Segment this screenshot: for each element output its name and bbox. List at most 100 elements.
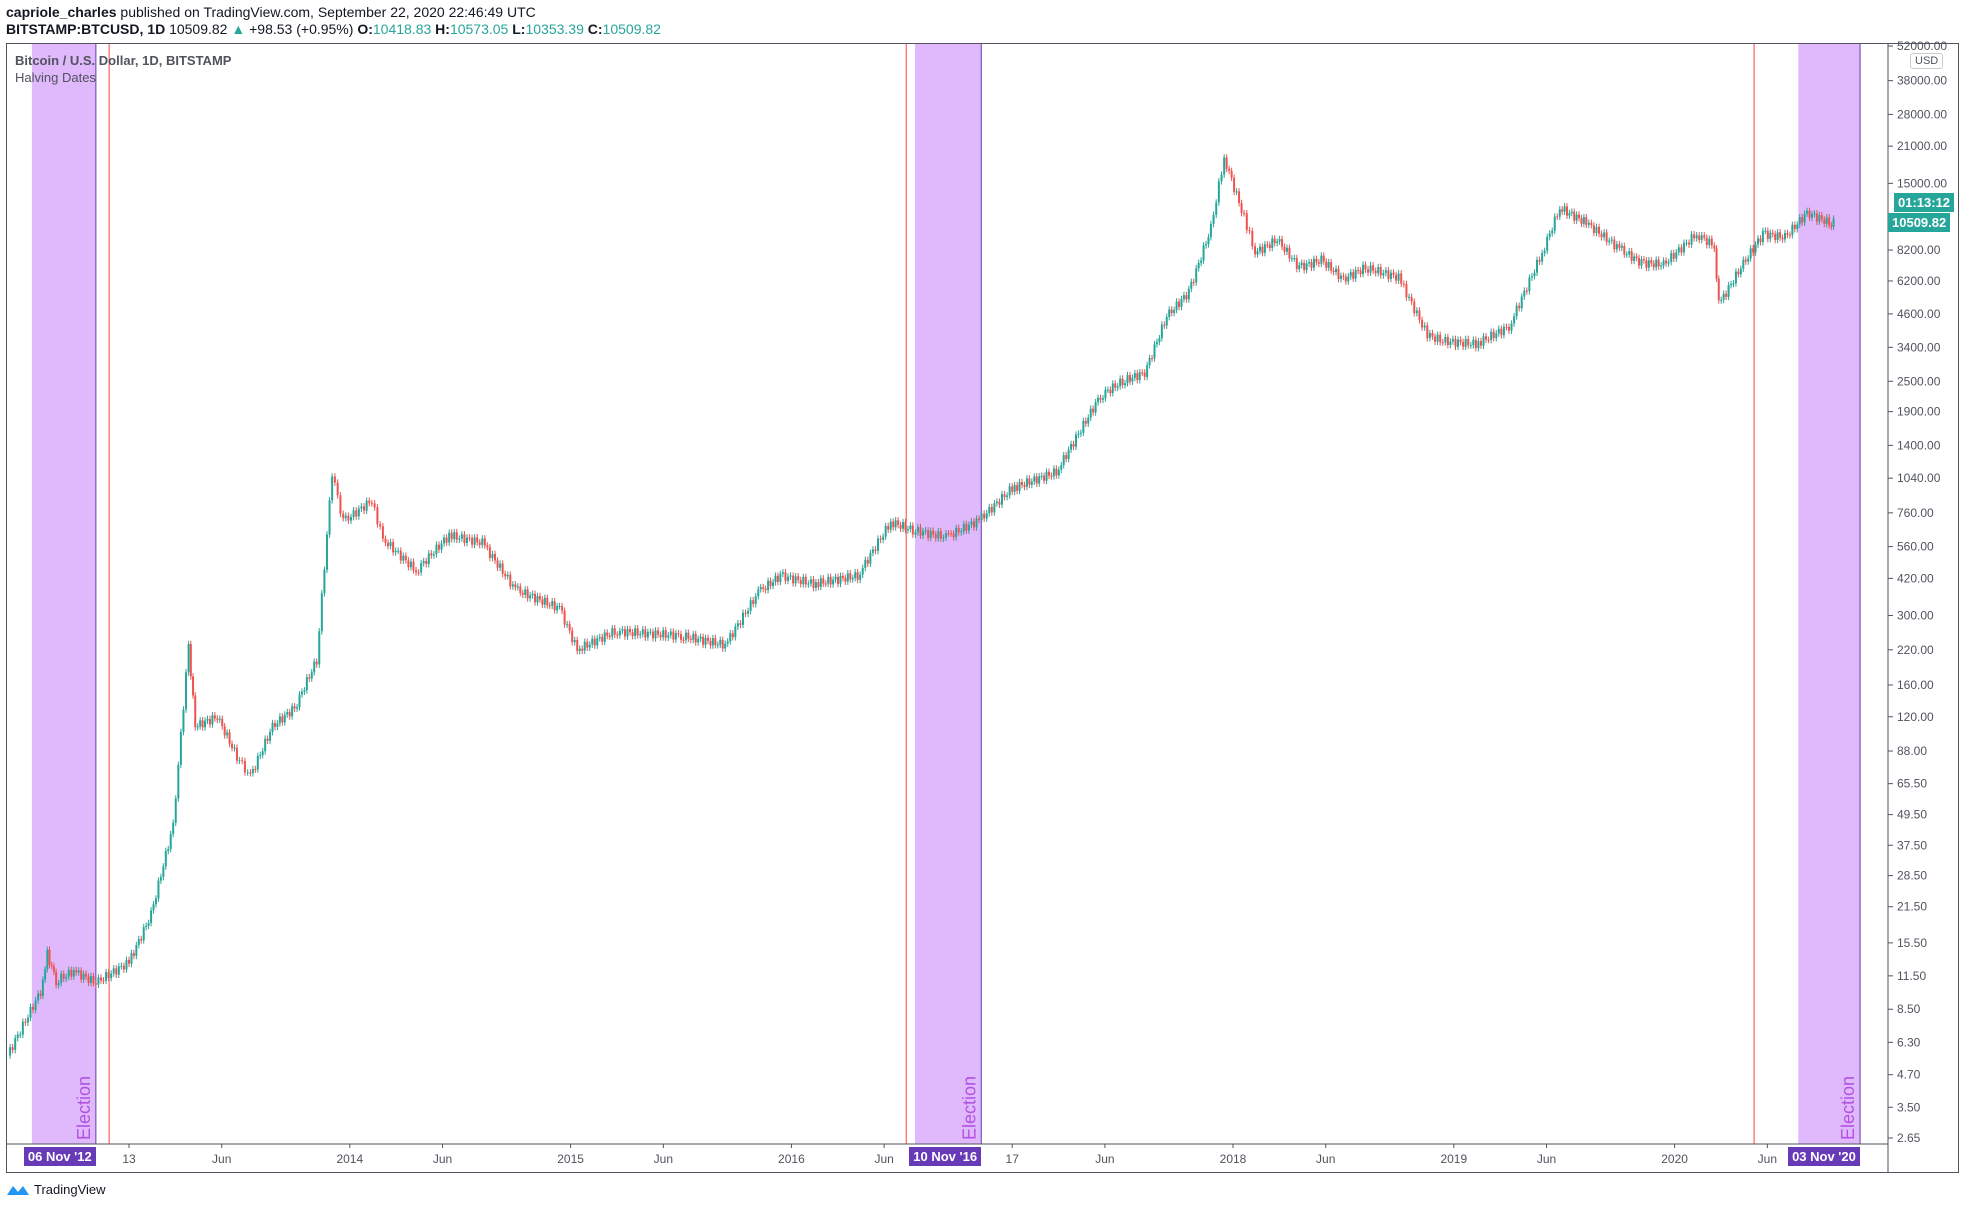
candle-body <box>524 589 527 595</box>
candle-body <box>1223 157 1226 175</box>
candle-body <box>1710 238 1713 246</box>
candle-body <box>995 501 998 504</box>
candle-body <box>1121 378 1124 386</box>
candle-body <box>249 772 252 774</box>
candle-body <box>1369 265 1372 273</box>
price-tick-label: 560.00 <box>1897 540 1934 554</box>
candle-body <box>1043 475 1046 481</box>
candle-body <box>1364 264 1367 270</box>
candle-body <box>1185 295 1188 300</box>
currency-button[interactable]: USD <box>1910 53 1944 69</box>
candle-body <box>1487 339 1490 341</box>
candle-body <box>1436 334 1439 342</box>
candle-body <box>861 567 864 575</box>
candle-body <box>601 636 604 642</box>
candle-body <box>1608 240 1611 243</box>
candle-body <box>1541 253 1544 262</box>
candle-body <box>226 732 229 736</box>
candle-body <box>1625 254 1628 256</box>
candle-body <box>1106 389 1109 391</box>
candle-body <box>1610 239 1613 241</box>
candle-body <box>1359 270 1362 274</box>
candle-body <box>177 764 180 799</box>
candle-body <box>112 968 115 974</box>
candle-body <box>1143 372 1146 377</box>
candle-body <box>1490 331 1493 340</box>
candle-body <box>48 949 51 965</box>
candle-body <box>1384 270 1387 273</box>
candle-body <box>1459 339 1462 342</box>
candle-body <box>251 769 254 774</box>
candle-body <box>1168 309 1171 317</box>
candle-body <box>1421 319 1424 328</box>
candle-body <box>288 712 291 717</box>
candle-body <box>387 542 390 547</box>
candle-body <box>1298 265 1301 269</box>
candle-body <box>1698 235 1701 240</box>
candle-body <box>435 544 438 555</box>
time-tick-label: 13 <box>122 1152 136 1166</box>
candle-body <box>179 731 182 765</box>
candle-body <box>1725 293 1728 297</box>
candle-body <box>196 726 199 728</box>
tradingview-icon <box>7 1185 29 1195</box>
candle-body <box>1402 283 1405 285</box>
price-tick-label: 2500.00 <box>1897 374 1941 388</box>
candle-body <box>1209 223 1212 238</box>
candle-body <box>92 976 95 984</box>
price-tick-label: 1400.00 <box>1897 438 1941 452</box>
h-label: H: <box>435 21 450 37</box>
candle-body <box>50 964 53 967</box>
candle-body <box>1347 276 1350 282</box>
candle-body <box>1178 301 1181 307</box>
candle-body <box>347 515 350 521</box>
candle-body <box>1163 324 1166 326</box>
candle-body <box>846 573 849 582</box>
candle-body <box>799 579 802 585</box>
candle-body <box>1592 225 1595 233</box>
candle-body <box>776 575 779 582</box>
candle-body <box>194 695 197 728</box>
candle-body <box>714 638 717 646</box>
candle-body <box>448 532 451 543</box>
candle-body <box>1290 258 1293 260</box>
candle-body <box>521 592 524 595</box>
candle-body <box>140 939 143 941</box>
candle-body <box>1828 217 1831 226</box>
candle-body <box>573 640 576 643</box>
candle-body <box>432 554 435 556</box>
price-tick-label: 11.50 <box>1897 969 1926 983</box>
candle-body <box>1300 262 1303 266</box>
candle-body <box>130 953 133 964</box>
price-tick-label: 88.00 <box>1897 744 1927 758</box>
candle-body <box>1013 485 1016 492</box>
candle-body <box>814 582 817 588</box>
candle-body <box>291 706 294 717</box>
candle-body <box>1305 263 1308 271</box>
candle-body <box>1497 328 1500 334</box>
candle-body <box>318 631 321 665</box>
candle-body <box>639 634 642 636</box>
candle-body <box>1312 258 1315 268</box>
candle-body <box>19 1034 22 1036</box>
candle-body <box>593 638 596 646</box>
candle-body <box>792 575 795 584</box>
candle-body <box>1667 261 1670 264</box>
candle-body <box>1717 278 1720 301</box>
candle-body <box>496 560 499 568</box>
candle-body <box>1582 217 1585 224</box>
candle-body <box>483 538 486 546</box>
candle-body <box>734 626 737 638</box>
candle-body <box>1774 233 1777 240</box>
candle-body <box>934 534 937 539</box>
candle-body <box>1238 191 1241 203</box>
candle-body <box>802 576 805 585</box>
candle-body <box>1720 299 1723 301</box>
candle-body <box>1660 265 1663 267</box>
candle-body <box>381 526 384 539</box>
candle-body <box>216 718 219 720</box>
candle-body <box>206 718 209 721</box>
tradingview-logo[interactable]: TradingView <box>6 1182 106 1197</box>
candle-body <box>909 525 912 530</box>
